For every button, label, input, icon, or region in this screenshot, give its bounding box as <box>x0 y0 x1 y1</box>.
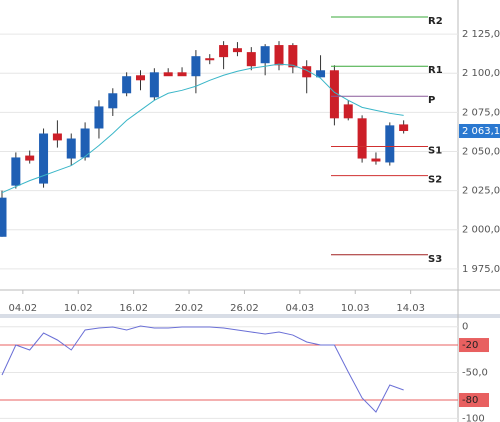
moving-average <box>1 63 404 194</box>
candle-body <box>136 75 145 81</box>
candle-body <box>232 48 242 53</box>
panel-separator <box>0 314 500 318</box>
candle-body <box>80 128 90 158</box>
y-tick-label: 2 100,0 <box>462 68 500 79</box>
candle-body <box>52 133 62 141</box>
candle-body <box>108 93 118 109</box>
candle-body <box>288 45 298 68</box>
candle-body <box>25 155 35 161</box>
candle-body <box>122 76 132 94</box>
pivot-label: S2 <box>428 175 442 186</box>
y-tick-label: -80 <box>462 395 478 406</box>
y-tick-label: 1 975,0 <box>462 264 500 275</box>
candle-body <box>94 106 104 129</box>
candle-body <box>177 72 187 77</box>
y-tick-label: 2 075,0 <box>462 107 500 118</box>
candle-body <box>357 118 367 159</box>
x-tick-label: 16.02 <box>119 303 148 314</box>
pivot-label: S3 <box>428 254 442 265</box>
last-value-box <box>459 123 500 138</box>
candle-body <box>246 52 256 67</box>
last-value-label: 2 063,1 <box>462 126 500 137</box>
candle-body <box>66 138 76 159</box>
level-tick-box <box>459 338 489 353</box>
x-tick-label: 10.02 <box>64 303 93 314</box>
oscillator-line <box>1 325 404 413</box>
candle-body <box>149 72 159 98</box>
candle-body <box>260 46 270 64</box>
candle-body <box>371 158 381 162</box>
y-tick-label: 0 <box>462 322 468 333</box>
candle-body <box>191 56 201 77</box>
candle-body <box>343 104 353 119</box>
candle-body <box>316 70 326 78</box>
candle-body <box>163 72 173 77</box>
x-tick-label: 04.03 <box>286 303 315 314</box>
x-tick-label: 14.03 <box>396 303 425 314</box>
pivot-label: S1 <box>428 145 442 156</box>
candle-body <box>11 157 21 186</box>
candle-body <box>219 45 229 58</box>
y-tick-label: 2 050,0 <box>462 146 500 157</box>
pivot-label: P <box>428 95 435 106</box>
candle-body <box>302 66 312 78</box>
candle-body <box>39 133 49 184</box>
candle-body <box>399 124 409 131</box>
y-tick-label: 2 025,0 <box>462 186 500 197</box>
y-tick-label: -100 <box>462 413 485 422</box>
x-tick-label: 26.02 <box>230 303 259 314</box>
candle-body <box>329 70 339 119</box>
candle-body <box>385 125 395 163</box>
y-tick-label: -20 <box>462 340 478 351</box>
x-tick-label: 04.02 <box>9 303 38 314</box>
pivot-label: R2 <box>428 16 443 27</box>
pivot-label: R1 <box>428 65 443 76</box>
candle-body <box>0 197 7 237</box>
candle-body <box>205 58 215 61</box>
y-tick-label: 2 000,0 <box>462 225 500 236</box>
level-tick-box <box>459 393 489 408</box>
candle-body <box>274 45 284 66</box>
x-tick-label: 20.02 <box>175 303 204 314</box>
y-tick-label: 2 125,0 <box>462 29 500 40</box>
x-tick-label: 10.03 <box>341 303 370 314</box>
y-tick-label: -50,0 <box>462 368 488 379</box>
